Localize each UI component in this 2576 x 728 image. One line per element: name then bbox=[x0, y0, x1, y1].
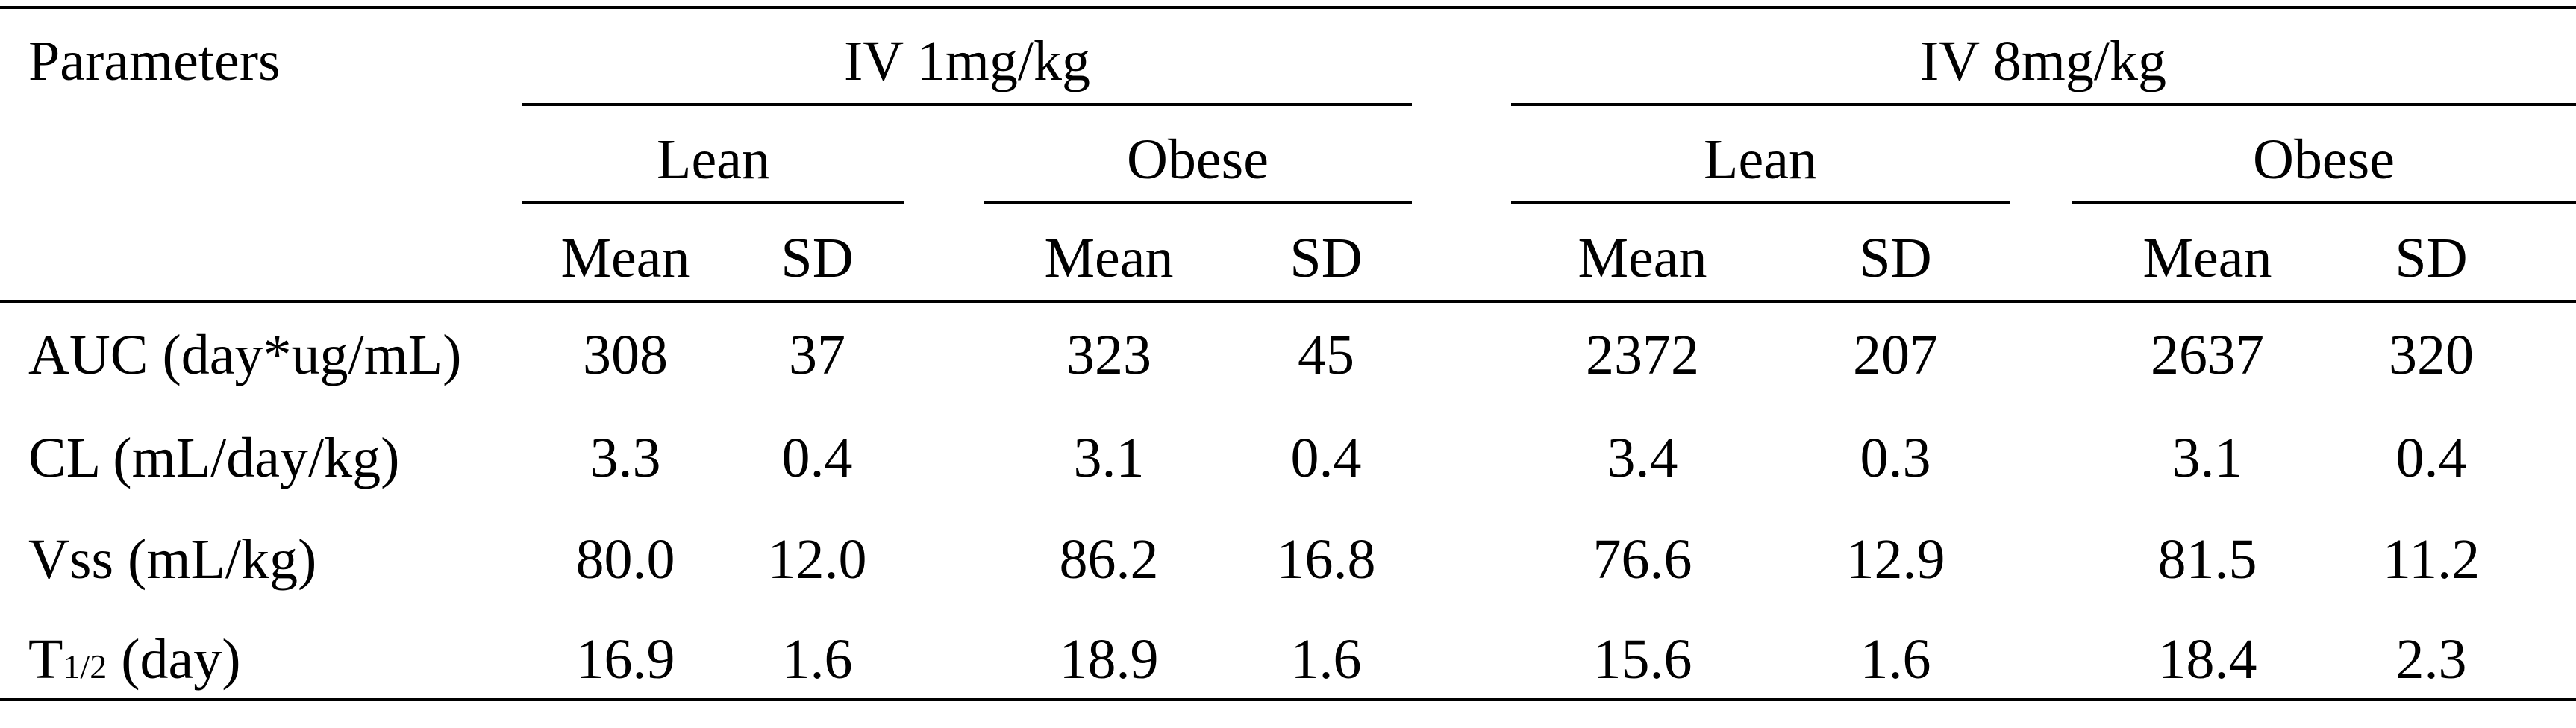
subgroup-header-obese-8: Obese bbox=[2253, 128, 2395, 191]
header-bottom-rule bbox=[0, 300, 2576, 303]
table-cell: 207 bbox=[1853, 324, 1938, 386]
stat-header-mean: Mean bbox=[560, 227, 690, 289]
group-rule-iv-8mg bbox=[1511, 103, 2576, 106]
group-header-iv-8mg: IV 8mg/kg bbox=[1919, 30, 2167, 92]
row-label-vss: Vss (mL/kg) bbox=[28, 528, 317, 591]
subgroup-header-lean-1: Lean bbox=[657, 128, 770, 191]
stat-header-mean: Mean bbox=[2142, 227, 2272, 289]
table-cell: 1.6 bbox=[1290, 628, 1362, 691]
stat-header-mean: Mean bbox=[1044, 227, 1174, 289]
table-cell: 3.3 bbox=[590, 427, 661, 489]
stat-header-sd: SD bbox=[1859, 227, 1932, 289]
row-label-half-life-main: T bbox=[28, 628, 63, 691]
row-label-cl: CL (mL/day/kg) bbox=[28, 427, 400, 489]
table-cell: 12.9 bbox=[1845, 528, 1945, 591]
table-cell: 1.6 bbox=[781, 628, 853, 691]
table-cell: 15.6 bbox=[1592, 628, 1692, 691]
table-cell: 16.9 bbox=[575, 628, 675, 691]
table-cell: 81.5 bbox=[2157, 528, 2257, 591]
table-cell: 308 bbox=[583, 324, 668, 386]
table-cell: 11.2 bbox=[2382, 528, 2480, 591]
stat-header-mean: Mean bbox=[1578, 227, 1707, 289]
table-cell: 86.2 bbox=[1059, 528, 1159, 591]
group-header-iv-1mg: IV 1mg/kg bbox=[843, 30, 1091, 92]
row-label-half-life-subscript: 1/2 bbox=[63, 647, 107, 685]
table-cell: 320 bbox=[2389, 324, 2474, 386]
subgroup-rule-obese-1 bbox=[984, 201, 1412, 204]
table-cell: 2372 bbox=[1586, 324, 1699, 386]
row-label-auc: AUC (day*ug/mL) bbox=[28, 324, 462, 386]
table-cell: 3.4 bbox=[1607, 427, 1678, 489]
table-cell: 3.1 bbox=[1073, 427, 1145, 489]
stat-header-sd: SD bbox=[1289, 227, 1363, 289]
table-cell: 80.0 bbox=[575, 528, 675, 591]
table-cell: 0.3 bbox=[1860, 427, 1931, 489]
table-top-rule bbox=[0, 6, 2576, 9]
table-cell: 45 bbox=[1298, 324, 1354, 386]
table-cell: 0.4 bbox=[781, 427, 853, 489]
stat-header-sd: SD bbox=[2395, 227, 2468, 289]
row-label-half-life: T1/2 (day) bbox=[28, 631, 241, 688]
table-cell: 16.8 bbox=[1276, 528, 1376, 591]
table-cell: 18.9 bbox=[1059, 628, 1159, 691]
table-cell: 2.3 bbox=[2395, 628, 2467, 691]
table-cell: 76.6 bbox=[1592, 528, 1692, 591]
table-cell: 18.4 bbox=[2157, 628, 2257, 691]
table-cell: 12.0 bbox=[767, 528, 867, 591]
subgroup-rule-lean-1 bbox=[522, 201, 904, 204]
subgroup-header-obese-1: Obese bbox=[1127, 128, 1269, 191]
subgroup-rule-lean-8 bbox=[1511, 201, 2010, 204]
subgroup-header-lean-8: Lean bbox=[1704, 128, 1817, 191]
table-cell: 3.1 bbox=[2172, 427, 2243, 489]
table-cell: 0.4 bbox=[2395, 427, 2467, 489]
table-cell: 0.4 bbox=[1290, 427, 1362, 489]
row-label-half-life-rest: (day) bbox=[107, 628, 241, 691]
table-cell: 37 bbox=[789, 324, 845, 386]
table-cell: 323 bbox=[1066, 324, 1151, 386]
table-bottom-rule bbox=[0, 698, 2576, 701]
table-cell: 2637 bbox=[2151, 324, 2264, 386]
group-rule-iv-1mg bbox=[522, 103, 1412, 106]
stat-header-sd: SD bbox=[781, 227, 854, 289]
header-parameters: Parameters bbox=[28, 30, 281, 92]
subgroup-rule-obese-8 bbox=[2072, 201, 2576, 204]
table-cell: 1.6 bbox=[1860, 628, 1931, 691]
